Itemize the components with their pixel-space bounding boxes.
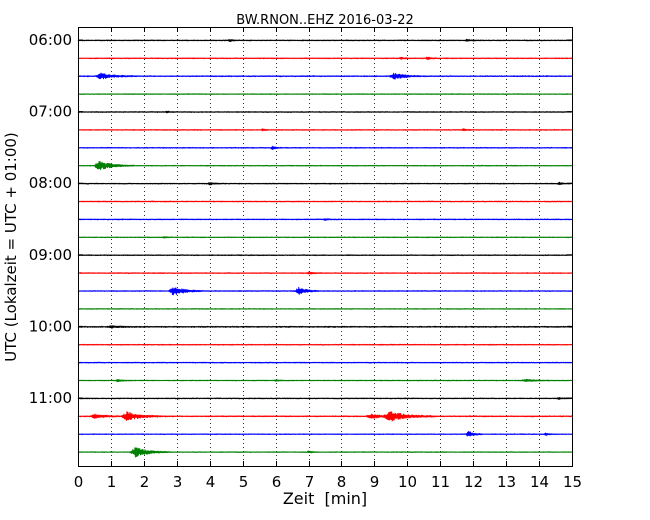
x-tick-label-8: 8 — [337, 473, 347, 491]
trace-1145 — [77, 447, 573, 458]
trace-0845 — [77, 236, 573, 239]
trace-0945 — [77, 308, 573, 310]
x-axis: 0 1 2 3 4 5 6 7 8 9 10 11 12 13 14 15 — [74, 27, 582, 491]
trace-0600 — [77, 38, 573, 42]
trace-1130 — [77, 431, 573, 437]
x-tick-label-15: 15 — [563, 473, 582, 491]
y-axis-label: UTC (Lokalzeit = UTC + 01:00) — [2, 132, 20, 362]
y-tick-label-5: 11:00 — [29, 389, 72, 407]
trace-1100 — [77, 397, 573, 401]
trace-0815 — [77, 200, 573, 203]
x-tick-label-11: 11 — [431, 473, 450, 491]
x-grid — [111, 27, 540, 466]
chart-title: BW.RNON..EHZ 2016-03-22 — [236, 13, 414, 28]
trace-1000 — [77, 325, 573, 329]
trace-1045 — [77, 378, 573, 383]
x-tick-label-5: 5 — [239, 473, 249, 491]
x-tick-label-9: 9 — [370, 473, 380, 491]
x-tick-label-10: 10 — [398, 473, 417, 491]
y-tick-label-2: 08:00 — [29, 174, 72, 192]
trace-0915 — [77, 271, 573, 275]
x-tick-label-2: 2 — [140, 473, 150, 491]
trace-0700 — [77, 110, 573, 114]
x-tick-label-3: 3 — [173, 473, 183, 491]
y-tick-label-3: 09:00 — [29, 246, 72, 264]
trace-0730 — [77, 145, 573, 150]
trace-0645 — [77, 93, 573, 95]
y-tick-label-0: 06:00 — [29, 31, 72, 49]
trace-0615 — [77, 56, 573, 61]
x-tick-label-4: 4 — [206, 473, 216, 491]
trace-0745 — [77, 160, 573, 171]
x-tick-label-6: 6 — [272, 473, 282, 491]
x-tick-label-14: 14 — [530, 473, 549, 491]
y-tick-label-4: 10:00 — [29, 317, 72, 335]
trace-0900 — [77, 254, 573, 257]
trace-0715 — [77, 128, 573, 132]
y-tick-label-1: 07:00 — [29, 103, 72, 121]
x-tick-label-0: 0 — [74, 473, 84, 491]
y-axis: 06:00 07:00 08:00 09:00 10:00 11:00 — [29, 31, 572, 407]
trace-0830 — [77, 218, 573, 221]
x-tick-label-1: 1 — [107, 473, 117, 491]
trace-1115 — [77, 411, 573, 422]
x-tick-label-12: 12 — [464, 473, 483, 491]
x-tick-label-7: 7 — [305, 473, 315, 491]
trace-0630 — [77, 72, 573, 80]
plot-frame — [78, 27, 573, 467]
x-axis-label: Zeit [min] — [283, 489, 367, 508]
trace-group — [77, 38, 573, 458]
trace-0930 — [77, 286, 573, 296]
trace-0800 — [77, 181, 573, 186]
trace-1030 — [77, 361, 573, 364]
trace-1015 — [77, 343, 573, 346]
x-tick-label-13: 13 — [497, 473, 516, 491]
